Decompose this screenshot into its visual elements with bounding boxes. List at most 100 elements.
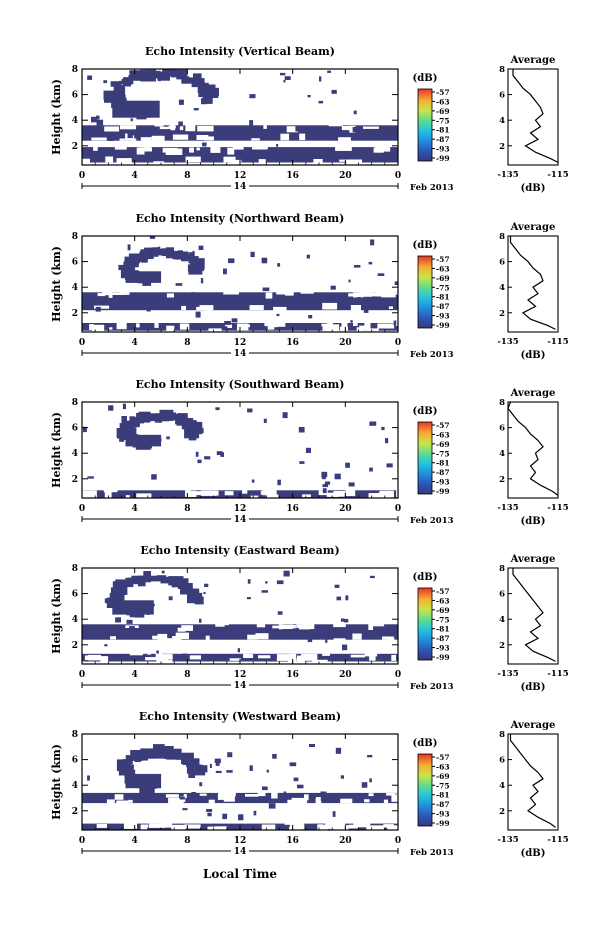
echo-gap [280,133,290,141]
colorbar-tick-label: -99 [436,819,450,828]
echo-gap [145,657,158,661]
echo-speck [216,451,223,455]
echo-cell [127,577,142,585]
echo-speck [298,427,305,433]
colorbar-tick-label: -99 [436,321,450,330]
day-label: 14 [234,847,247,857]
y-tick-label: 2 [72,142,78,152]
echo-gap [391,654,397,661]
echo-cell [201,98,208,105]
echo-speck [104,644,108,647]
echo-gap [338,137,351,143]
echo-speck [237,648,240,653]
echo-cell [122,759,133,765]
y-tick-label: 4 [72,449,78,459]
colorbar-unit: (dB) [413,738,438,749]
echo-cell [147,73,159,78]
echo-speck [215,407,220,411]
echo-gap [162,147,178,153]
echo-speck [393,320,397,326]
echo-speck [127,132,133,139]
echo-gap [276,291,289,295]
echo-speck [277,263,281,267]
echo-gap [297,655,303,662]
echo-speck [269,125,275,131]
echo-cell [183,421,198,430]
echo-gap [346,159,362,164]
day-label-bg [231,347,249,357]
echo-gap [260,490,275,495]
echo-speck [206,809,213,812]
echo-speck [182,808,188,811]
echo-gap [286,126,299,133]
echo-speck [353,110,357,115]
echo-cell [117,85,124,93]
echo-speck [222,813,228,820]
average-x-tick-label: -135 [497,503,518,513]
echo-speck [141,751,146,754]
echo-speck [334,584,340,588]
echo-cell [116,580,129,586]
echo-speck [249,120,254,126]
echo-speck [191,292,195,297]
echo-gap [232,145,244,150]
echo-speck [321,475,326,480]
average-x-tick-label: -115 [547,170,568,180]
echo-gap [369,654,376,661]
echo-gap [189,147,194,153]
colorbar-tick-label: -57 [436,255,450,264]
x-tick-label: 4 [132,670,138,680]
echo-gap [263,125,267,129]
echo-gap [168,797,184,805]
echo-speck [158,78,161,82]
echo-gap [185,124,196,132]
echo-speck [119,80,124,85]
colorbar-tick-label: -57 [436,88,450,97]
colorbar-tick-label: -87 [436,302,450,311]
echo-speck [283,301,287,307]
echo-speck [307,95,311,98]
echo-gap [129,652,143,656]
colorbar-tick-label: -69 [436,274,450,283]
echo-gap [172,636,182,639]
echo-gap [334,825,349,830]
average-title: Average [510,222,556,233]
echo-cell [198,92,214,97]
echo-gap [265,292,273,299]
echo-speck [334,473,341,480]
x-tick-label: 4 [132,836,138,846]
echo-speck [299,461,305,464]
echo-speck [115,617,121,623]
echo-gap [162,822,172,828]
colorbar [417,587,433,661]
echo-speck [377,273,385,276]
echo-gap [82,490,97,498]
echo-speck [319,130,326,136]
echo-speck [130,118,133,122]
echo-speck [321,134,326,138]
echo-gap [240,324,250,328]
echo-speck [202,142,207,147]
echo-gap [316,797,322,804]
echo-gap [116,158,132,163]
echo-gap [364,799,370,803]
y-tick-label: 2 [72,807,78,817]
echo-gap [152,635,161,640]
echo-speck [209,763,212,768]
average-x-label: (dB) [521,350,546,361]
echo-speck [153,106,157,110]
average-y-tick-label: 4 [499,283,505,293]
echo-speck [103,80,108,84]
echo-cell [118,264,126,271]
echo-speck [346,628,352,633]
x-tick-label: 8 [184,504,190,514]
echo-gap [208,328,222,332]
echo-cell [144,247,154,259]
echo-gap [396,490,398,498]
average-x-label: (dB) [521,516,546,527]
echo-gap [364,653,378,657]
colorbar-tick-label: -63 [436,264,450,273]
panel-5: Echo Intensity (Westward Beam) 0 4 8 12 16 20 0… [50,710,569,859]
average-y-tick-label: 2 [499,807,505,817]
colorbar-tick-label: -81 [436,791,450,800]
